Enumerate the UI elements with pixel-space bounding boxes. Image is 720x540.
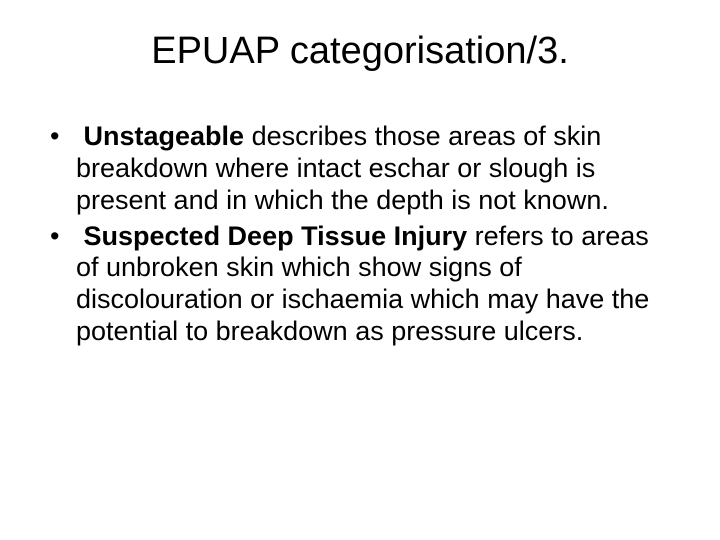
slide-title: EPUAP categorisation/3. [50,30,670,73]
bullet-list: Unstageable describes those areas of ski… [50,121,670,348]
bullet-bold-lead: Unstageable [84,121,245,151]
bullet-bold-lead: Suspected Deep Tissue Injury [84,221,468,251]
bullet-item: Suspected Deep Tissue Injury refers to a… [50,221,670,348]
slide-container: EPUAP categorisation/3. Unstageable desc… [0,0,720,540]
bullet-item: Unstageable describes those areas of ski… [50,121,670,217]
